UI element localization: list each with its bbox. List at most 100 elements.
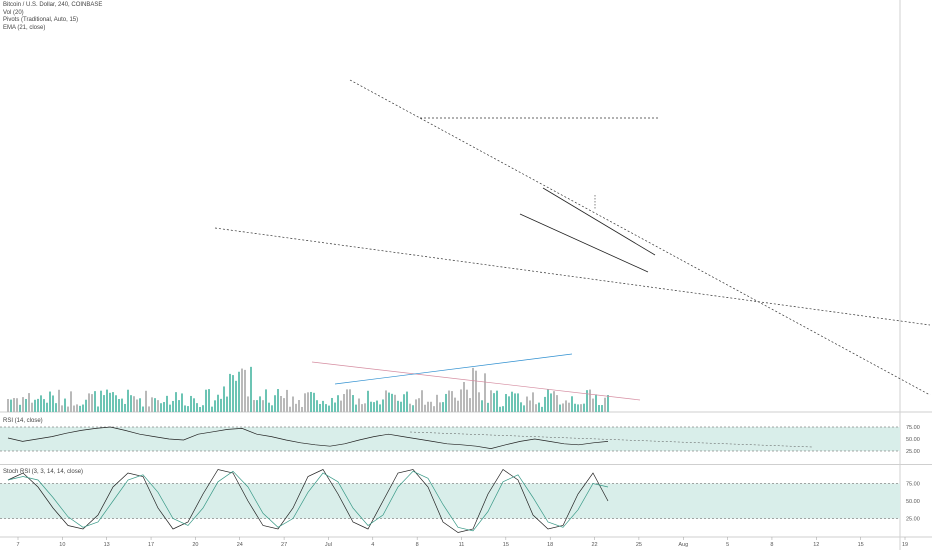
volume-bar [586,390,588,412]
volume-bar [349,389,351,412]
volume-bar [574,403,576,412]
trendline-dashed [214,227,931,326]
volume-bar [481,400,483,412]
volume-bar [148,406,150,412]
volume-bar [361,404,363,412]
volume-bar [157,400,159,412]
volume-bar [43,399,45,412]
volume-bar [226,396,228,412]
volume-bar [571,396,573,412]
volume-bar [142,406,144,412]
stoch-rsi-signal-line [7,470,609,532]
volume-bar [205,389,207,412]
volume-bar [475,370,477,412]
volume-bar [553,391,555,412]
volume-bar [559,404,561,412]
volume-bar [418,398,420,412]
volume-bar [274,395,276,412]
volume-bar [70,391,72,412]
volume-bar [85,399,87,412]
rsi-trendline [409,431,813,448]
volume-bar [16,398,18,412]
volume-bar [100,390,102,412]
volume-bar [295,403,297,412]
volume-bar [286,389,288,412]
volume-bar [577,404,579,412]
date-tick-label: Aug [678,542,688,548]
date-tick-label: 5 [726,542,729,548]
volume-bar [595,394,597,412]
volume-bar [385,390,387,412]
volume-bar [253,400,255,412]
volume-bar [448,390,450,412]
volume-bar [439,402,441,412]
volume-bar [409,403,411,412]
volume-bar [79,405,81,412]
volume-bar [7,399,9,412]
date-tick-label: 20 [192,542,198,548]
volume-bar [187,406,189,412]
volume-bar [277,389,279,412]
rsi-label: RSI (14, close) [3,418,43,424]
volume-bar [502,406,504,412]
volume-bar [199,406,201,412]
volume-bar [145,390,147,412]
volume-bar [427,401,429,412]
date-tick-label: 8 [770,542,773,548]
date-tick-label: 24 [237,542,243,548]
volume-bar [262,400,264,412]
volume-bar [34,399,36,412]
volume-bar [433,406,435,412]
volume-bar [58,389,60,412]
volume-bar [400,401,402,412]
volume-bar [535,404,537,412]
volume-bar [52,395,54,412]
volume-bar [301,406,303,412]
volume-bar [601,405,603,412]
volume-bar [538,402,540,412]
volume-bar [97,406,99,412]
volume-bar [307,392,309,412]
date-tick-label: 15 [503,542,509,548]
volume-bar [496,390,498,412]
stoch-rsi-line [7,468,609,533]
volume-bar [442,402,444,412]
date-tick-label: 25 [636,542,642,548]
volume-bar [67,406,69,412]
volume-bar [319,404,321,412]
volume-bar [550,393,552,412]
volume-bar [424,404,426,412]
rsi-line [7,426,609,449]
stoch-rsi-tick-label: 50.00 [906,499,920,505]
volume-bar [13,398,15,412]
volume-bar [169,404,171,412]
volume-bar [151,397,153,412]
date-tick-label: 18 [547,542,553,548]
volume-bar [403,394,405,412]
trendline-dashed [349,79,931,396]
volume-bar [208,389,210,412]
stoch-rsi-tick-label: 25.00 [906,517,920,523]
volume-bar [256,400,258,412]
volume-bar [22,397,24,412]
volume-bar [154,398,156,412]
volume-bar [406,391,408,412]
volume-bar [460,389,462,412]
stoch-rsi-tick-label: 75.00 [906,482,920,488]
volume-bar [337,395,339,412]
volume-bar [328,405,330,412]
volume-bar [604,397,606,412]
date-tick-label: 15 [858,542,864,548]
volume-bar [580,404,582,412]
volume-bar [232,375,234,412]
indicator-ema: EMA (21, close) [3,24,46,31]
volume-bar [466,389,468,412]
volume-bar [250,366,252,412]
volume-bar [292,396,294,412]
volume-bar [247,396,249,412]
volume-bar [376,400,378,412]
volume-bar [235,380,237,412]
rsi-tick-label: 25.00 [906,449,920,455]
volume-bar [298,400,300,412]
